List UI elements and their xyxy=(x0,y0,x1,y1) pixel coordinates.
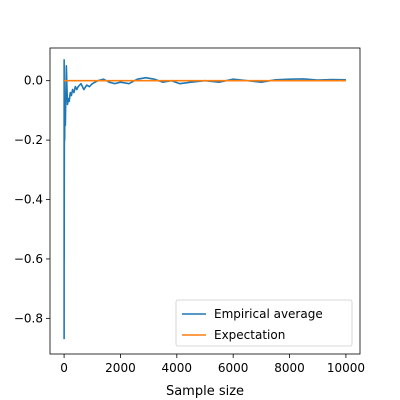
y-tick-label: −0.4 xyxy=(14,193,43,207)
y-tick-label: −0.8 xyxy=(14,311,43,325)
x-axis: 0 2000 4000 6000 8000 10000 xyxy=(60,354,365,375)
plot-area xyxy=(63,59,346,340)
legend: Empirical average Expectation xyxy=(175,299,353,347)
x-tick-label: 8000 xyxy=(274,361,305,375)
axes-frame xyxy=(49,47,361,355)
y-tick-label: −0.2 xyxy=(14,133,43,147)
x-tick-label: 2000 xyxy=(105,361,136,375)
x-axis-label: Sample size xyxy=(166,384,244,399)
legend-box xyxy=(175,299,353,347)
x-tick-label: 0 xyxy=(60,361,68,375)
x-tick-label: 6000 xyxy=(218,361,249,375)
legend-label: Empirical average xyxy=(214,307,323,321)
x-tick-label: 10000 xyxy=(327,361,365,375)
legend-label: Expectation xyxy=(214,328,285,342)
y-axis: −0.8 −0.6 −0.4 −0.2 0.0 xyxy=(14,74,50,325)
y-tick-label: −0.6 xyxy=(14,252,43,266)
x-tick-label: 4000 xyxy=(162,361,193,375)
y-tick-label: 0.0 xyxy=(24,74,43,88)
